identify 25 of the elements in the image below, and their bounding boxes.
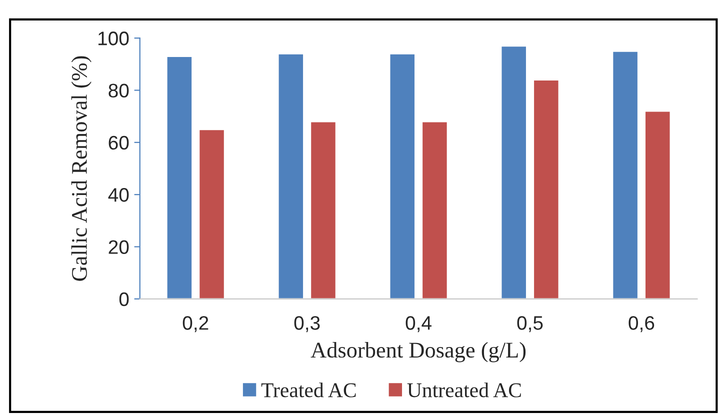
bar xyxy=(421,120,448,299)
bar xyxy=(198,128,226,299)
bar xyxy=(644,110,672,299)
y-tick-label: 100 xyxy=(98,32,129,46)
bar xyxy=(310,120,337,299)
x-tick-label: 0,6 xyxy=(628,316,654,332)
x-tick-label: 0,5 xyxy=(517,316,543,332)
bar xyxy=(277,53,304,299)
x-axis-title: Adsorbent Dosage (g/L) xyxy=(310,342,526,362)
y-tick-label: 80 xyxy=(108,84,129,98)
legend-label: Treated AC xyxy=(261,382,356,398)
x-tick-label: 0,3 xyxy=(294,316,320,332)
x-tick-label: 0,2 xyxy=(182,316,208,332)
bar xyxy=(612,50,639,299)
bar xyxy=(500,45,528,299)
bar xyxy=(532,79,560,299)
bar xyxy=(166,56,193,299)
y-axis-title: Gallic Acid Removal (%) xyxy=(71,56,92,281)
legend-label: Untreated AC xyxy=(407,382,521,398)
y-tick-label: 60 xyxy=(108,136,129,150)
y-tick-label: 20 xyxy=(108,240,129,254)
y-tick-label: 0 xyxy=(119,292,129,306)
bar xyxy=(388,53,416,299)
x-tick-label: 0,4 xyxy=(406,316,432,332)
y-tick-label: 40 xyxy=(108,188,129,202)
